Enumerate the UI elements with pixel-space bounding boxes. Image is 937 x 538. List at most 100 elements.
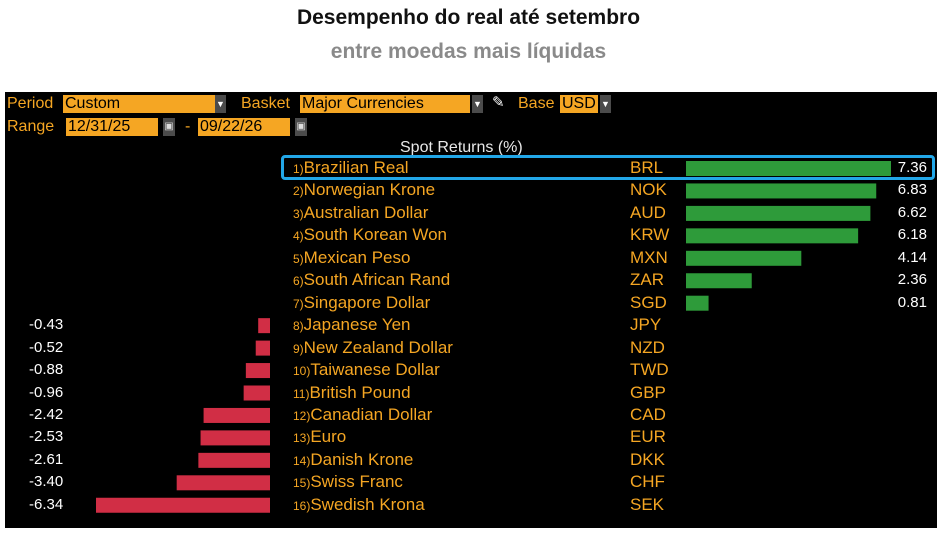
period-select[interactable]: Custom — [63, 95, 215, 113]
currency-label: Japanese Yen — [303, 315, 411, 335]
currency-name[interactable]: 7)Singapore Dollar — [293, 293, 430, 314]
data-label: 4.14 — [897, 248, 927, 266]
basket-dropdown-icon[interactable]: ▼ — [472, 95, 483, 113]
currency-code: CHF — [630, 472, 665, 492]
calendar-end-icon[interactable]: ▣ — [295, 118, 307, 136]
currency-label: Mexican Peso — [303, 247, 411, 267]
range-start-input[interactable]: 12/31/25 — [66, 118, 158, 136]
currency-name[interactable]: 10)Taiwanese Dollar — [293, 360, 440, 381]
bar-dkk — [198, 452, 270, 468]
row-rank: 9) — [293, 341, 304, 356]
bar-zar — [686, 273, 752, 289]
currency-code: ZAR — [630, 270, 664, 290]
currency-code: KRW — [630, 225, 670, 245]
data-label: -3.40 — [29, 473, 64, 491]
currency-label: British Pound — [309, 382, 411, 402]
currency-name[interactable]: 16)Swedish Krona — [293, 495, 425, 516]
bar-chf — [176, 475, 270, 491]
currency-label: Swiss Franc — [310, 472, 403, 492]
data-label: -6.34 — [29, 495, 64, 513]
currency-name[interactable]: 1)Brazilian Real — [293, 158, 409, 179]
currency-code: CAD — [630, 404, 666, 424]
calendar-start-icon[interactable]: ▣ — [163, 118, 175, 136]
row-rank: 15) — [293, 476, 311, 491]
row-rank: 10) — [293, 364, 311, 379]
row-rank: 1) — [293, 162, 304, 176]
data-label: -2.61 — [29, 450, 64, 468]
currency-code: DKK — [630, 449, 665, 469]
period-dropdown-icon[interactable]: ▼ — [215, 95, 226, 113]
currency-code: SEK — [630, 494, 665, 514]
currency-code: SGD — [630, 292, 667, 312]
currency-label: Singapore Dollar — [303, 292, 431, 312]
bar-aud — [686, 205, 871, 221]
column-header-spot-returns: Spot Returns (%) — [400, 139, 523, 156]
base-dropdown-icon[interactable]: ▼ — [600, 95, 611, 113]
currency-name[interactable]: 5)Mexican Peso — [293, 248, 410, 269]
currency-name[interactable]: 14)Danish Krone — [293, 450, 413, 471]
currency-name[interactable]: 9)New Zealand Dollar — [293, 338, 453, 359]
bar-sek — [96, 497, 270, 513]
bar-sgd — [686, 295, 709, 311]
data-label: 7.36 — [897, 159, 927, 176]
chart-title: Desempenho do real até setembro — [296, 6, 641, 29]
data-label: -2.42 — [29, 405, 64, 423]
row-rank: 2) — [293, 184, 304, 199]
currency-name[interactable]: 6)South African Rand — [293, 270, 450, 291]
currency-code: GBP — [630, 382, 666, 402]
currency-label: South Korean Won — [303, 225, 448, 245]
currency-label: Canadian Dollar — [310, 404, 433, 424]
currency-name[interactable]: 15)Swiss Franc — [293, 472, 403, 493]
currency-label: New Zealand Dollar — [303, 337, 453, 357]
currency-label: Danish Krone — [310, 449, 414, 469]
period-label: Period — [7, 95, 54, 112]
currency-name[interactable]: 11)British Pound — [293, 383, 411, 404]
currency-name[interactable]: 12)Canadian Dollar — [293, 405, 432, 426]
data-label: 6.83 — [897, 181, 927, 199]
currency-label: Swedish Krona — [310, 494, 425, 514]
currency-label: Brazilian Real — [303, 158, 409, 177]
currency-name[interactable]: 8)Japanese Yen — [293, 315, 411, 336]
currency-label: Norwegian Krone — [303, 180, 436, 200]
data-label: -0.96 — [29, 383, 64, 401]
currency-label: Euro — [310, 427, 347, 447]
currency-name[interactable]: 2)Norwegian Krone — [293, 180, 435, 201]
basket-label: Basket — [241, 95, 290, 112]
row-rank: 6) — [293, 274, 304, 289]
currency-code: NOK — [630, 180, 667, 200]
bar-cad — [203, 407, 270, 423]
base-select[interactable]: USD — [560, 95, 598, 113]
data-label: -0.43 — [29, 316, 64, 334]
currency-code: MXN — [630, 247, 668, 267]
currency-label: Australian Dollar — [303, 202, 429, 222]
row-rank: 13) — [293, 431, 311, 446]
row-rank: 5) — [293, 251, 304, 266]
data-label: 2.36 — [897, 271, 927, 289]
row-rank: 16) — [293, 498, 311, 513]
row-rank: 14) — [293, 453, 311, 468]
bar-krw — [686, 228, 859, 244]
currency-name[interactable]: 3)Australian Dollar — [293, 203, 428, 224]
data-label: 6.18 — [897, 226, 927, 244]
bar-mxn — [686, 250, 802, 266]
bar-gbp — [243, 385, 270, 401]
currency-name[interactable]: 13)Euro — [293, 427, 346, 448]
range-label: Range — [7, 118, 55, 135]
bar-twd — [245, 363, 270, 379]
bar-eur — [200, 430, 270, 446]
currency-name[interactable]: 4)South Korean Won — [293, 225, 447, 246]
row-rank: 3) — [293, 206, 304, 221]
currency-code: NZD — [630, 337, 665, 357]
bar-nok — [686, 183, 877, 199]
range-end-input[interactable]: 09/22/26 — [198, 118, 290, 136]
bar-area — [96, 161, 891, 513]
pencil-edit-icon[interactable]: ✎ — [492, 94, 505, 111]
highlight-box — [281, 155, 935, 180]
bar-jpy — [258, 318, 270, 334]
range-separator: - — [185, 118, 191, 135]
row-rank: 8) — [293, 319, 304, 334]
basket-select[interactable]: Major Currencies — [300, 95, 470, 113]
data-label: 6.62 — [897, 203, 927, 221]
currency-code: JPY — [630, 315, 662, 335]
terminal-panel: Period Custom ▼ Basket Major Currencies … — [5, 92, 937, 528]
